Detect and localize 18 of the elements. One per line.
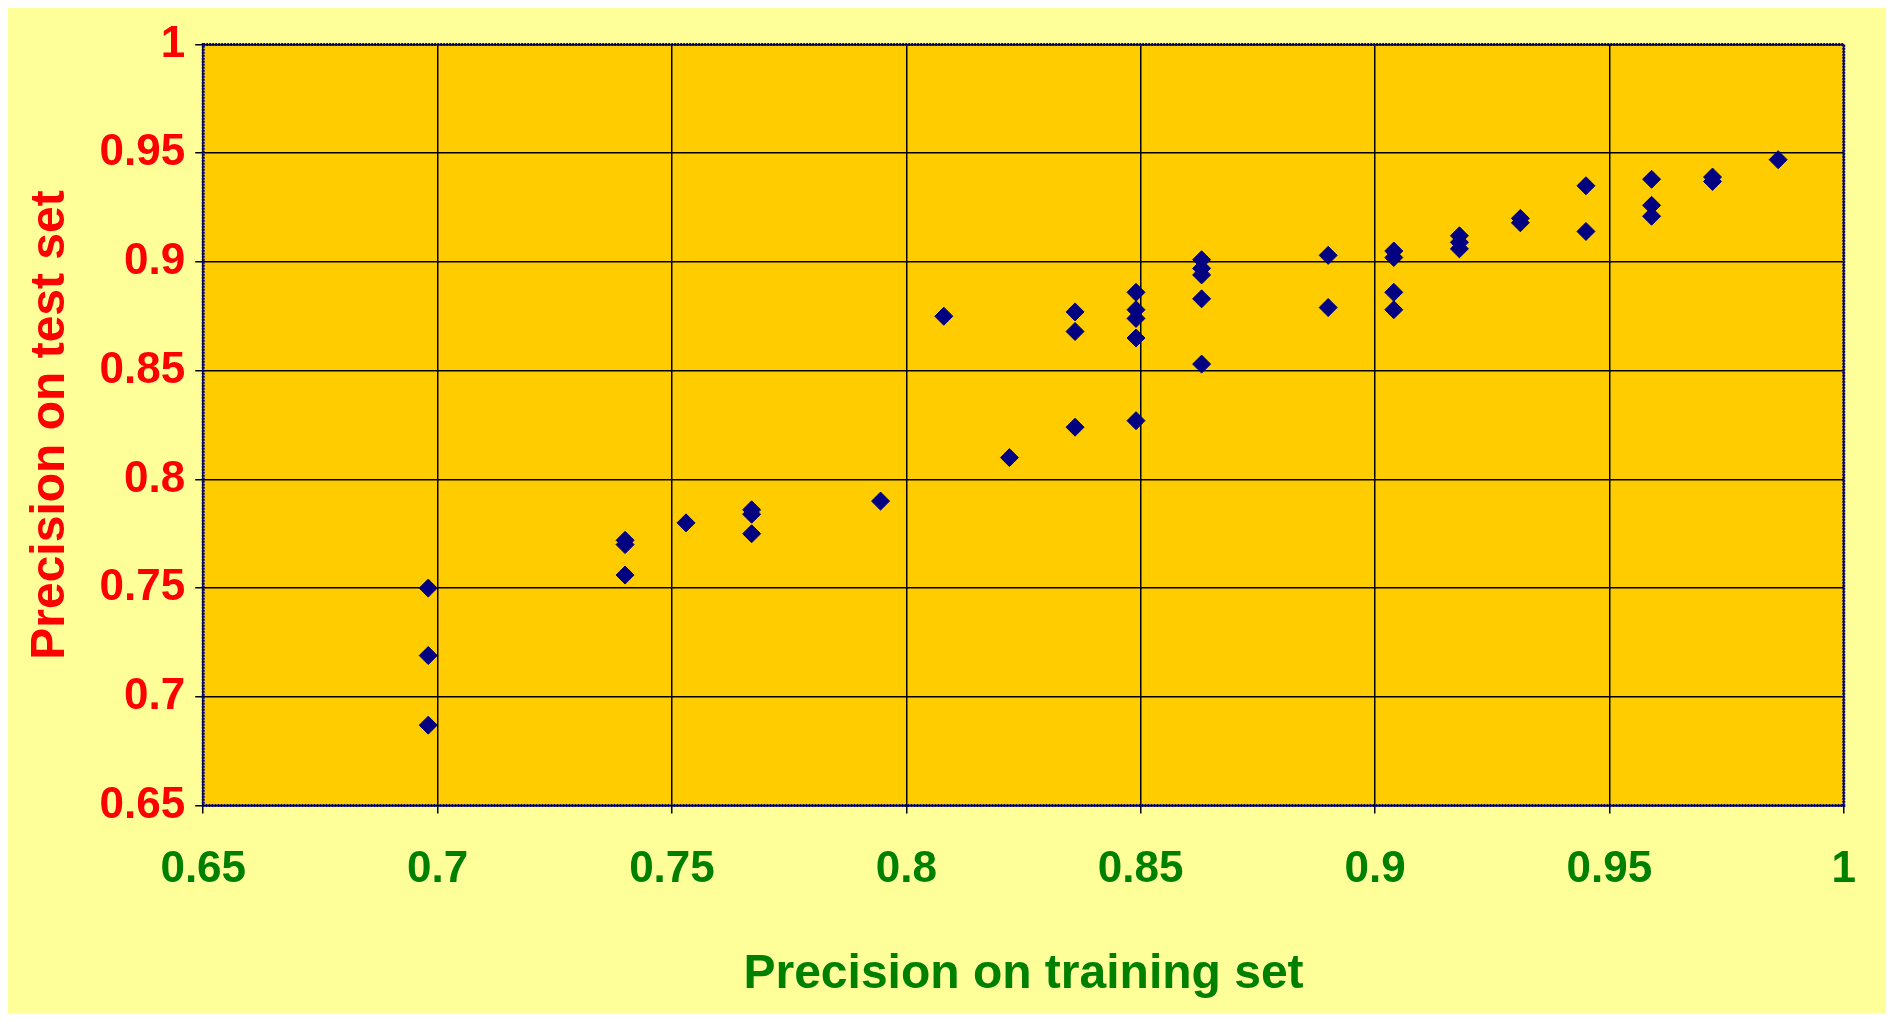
y-tick-label: 0.85 — [99, 342, 186, 392]
x-tick-label: 0.7 — [407, 842, 469, 892]
x-tick-label: 0.8 — [875, 842, 937, 892]
y-tick-label: 0.75 — [99, 560, 186, 610]
x-tick-label: 0.9 — [1344, 842, 1406, 892]
x-tick-label: 0.75 — [629, 842, 715, 892]
x-tick-label: 0.65 — [160, 842, 247, 892]
x-tick-label: 0.85 — [1097, 842, 1184, 892]
x-tick-label: 0.95 — [1566, 842, 1653, 892]
y-tick-label: 0.7 — [124, 669, 186, 718]
y-tick-label: 1 — [160, 16, 186, 66]
x-axis-title: Precision on training set — [743, 945, 1304, 999]
y-tick-label: 0.8 — [124, 451, 186, 501]
y-tick-label: 0.65 — [99, 777, 186, 827]
y-tick-label: 0.95 — [99, 125, 186, 175]
y-tick-label: 0.9 — [124, 234, 186, 284]
x-tick-label: 1 — [1831, 842, 1857, 892]
y-axis-title: Precision on test set — [21, 190, 75, 660]
